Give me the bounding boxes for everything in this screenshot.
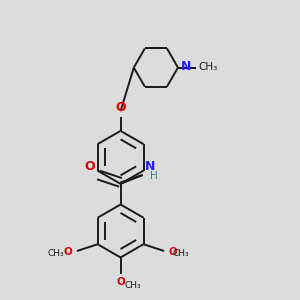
Text: CH₃: CH₃ <box>172 249 189 258</box>
Text: N: N <box>181 60 191 73</box>
Text: H: H <box>150 171 158 181</box>
Text: O: O <box>115 101 126 114</box>
Text: O: O <box>116 277 125 286</box>
Text: CH₃: CH₃ <box>124 281 141 290</box>
Text: O: O <box>64 248 73 257</box>
Text: O: O <box>84 160 95 173</box>
Text: O: O <box>169 248 177 257</box>
Text: N: N <box>144 160 155 173</box>
Text: CH₃: CH₃ <box>198 62 217 72</box>
Text: CH₃: CH₃ <box>47 249 64 258</box>
